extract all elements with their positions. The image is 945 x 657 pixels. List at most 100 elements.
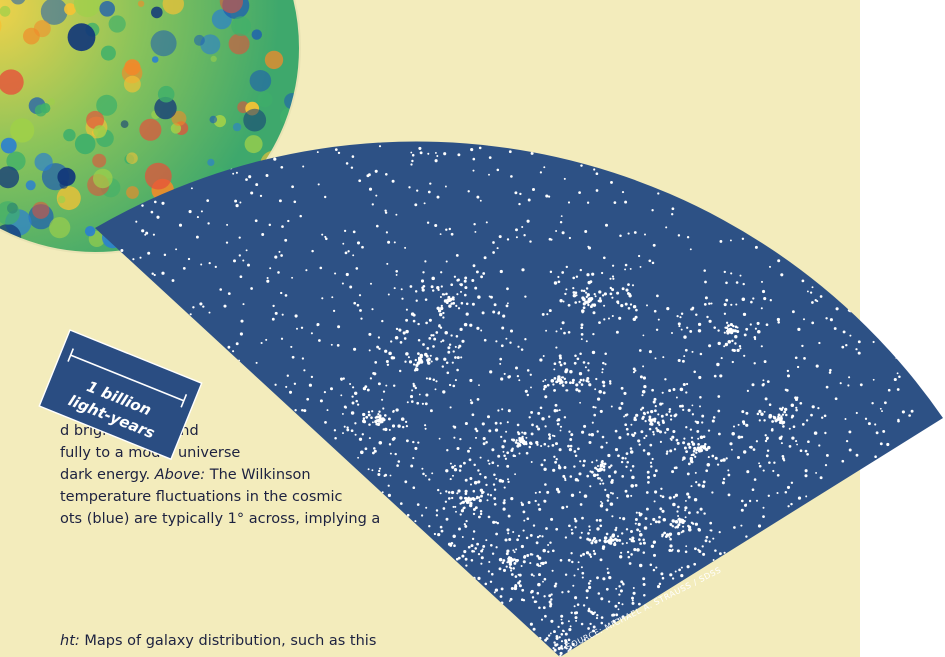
galaxy-point	[652, 540, 657, 544]
galaxy-point	[440, 304, 443, 308]
galaxy-point	[647, 481, 650, 484]
galaxy-point	[893, 130, 896, 133]
galaxy-point	[481, 311, 485, 315]
galaxy-point	[599, 524, 603, 528]
galaxy-point	[363, 63, 366, 66]
galaxy-point	[563, 177, 566, 180]
galaxy-point	[537, 411, 541, 415]
galaxy-point	[627, 232, 630, 235]
galaxy-point	[477, 480, 481, 484]
galaxy-point	[699, 396, 702, 399]
galaxy-point	[428, 318, 432, 322]
galaxy-point	[815, 471, 818, 474]
galaxy-point	[912, 296, 915, 299]
galaxy-point	[278, 199, 282, 203]
galaxy-point	[449, 462, 452, 465]
galaxy-point	[833, 172, 836, 175]
galaxy-point	[505, 565, 508, 568]
galaxy-point	[649, 461, 653, 464]
galaxy-point	[459, 496, 463, 500]
galaxy-point	[666, 31, 668, 33]
galaxy-point	[291, 276, 294, 279]
galaxy-point	[571, 560, 574, 564]
galaxy-point	[551, 434, 554, 437]
galaxy-point	[763, 410, 766, 413]
galaxy-point	[412, 363, 416, 366]
galaxy-point	[787, 130, 790, 133]
galaxy-point	[588, 538, 592, 542]
galaxy-point	[545, 527, 548, 530]
galaxy-point	[144, 233, 147, 236]
galaxy-point	[591, 461, 594, 464]
galaxy-point	[725, 457, 728, 460]
galaxy-point	[585, 551, 590, 555]
galaxy-point	[422, 271, 425, 274]
galaxy-point	[941, 351, 943, 354]
galaxy-point	[635, 161, 638, 164]
galaxy-point	[447, 299, 451, 302]
galaxy-point	[838, 167, 841, 171]
galaxy-point	[406, 401, 409, 404]
galaxy-point	[640, 408, 643, 411]
galaxy-point	[568, 628, 572, 632]
galaxy-point	[572, 584, 575, 587]
galaxy-point	[381, 398, 384, 401]
galaxy-point	[624, 302, 628, 306]
galaxy-point	[225, 241, 229, 244]
galaxy-point	[713, 326, 716, 329]
galaxy-point	[528, 416, 531, 419]
galaxy-point	[446, 371, 450, 375]
galaxy-point	[570, 493, 575, 497]
galaxy-point	[811, 286, 814, 289]
galaxy-point	[662, 421, 665, 424]
galaxy-point	[596, 576, 599, 580]
galaxy-point	[879, 407, 882, 410]
galaxy-point	[753, 362, 756, 365]
galaxy-point	[684, 48, 686, 50]
galaxy-point	[529, 533, 533, 537]
galaxy-point	[515, 236, 518, 239]
galaxy-point	[617, 151, 620, 154]
galaxy-point	[866, 262, 870, 265]
galaxy-point	[626, 460, 629, 464]
galaxy-point	[558, 46, 560, 48]
galaxy-point	[500, 344, 504, 348]
galaxy-point	[239, 275, 243, 279]
galaxy-point	[353, 347, 357, 351]
galaxy-point	[577, 447, 580, 451]
galaxy-point	[139, 256, 142, 259]
galaxy-point	[588, 433, 591, 436]
galaxy-point	[343, 425, 346, 428]
galaxy-point	[874, 455, 877, 458]
galaxy-point	[557, 139, 560, 142]
galaxy-point	[681, 359, 685, 363]
galaxy-point	[621, 532, 624, 535]
galaxy-point	[573, 450, 577, 453]
galaxy-point	[457, 153, 461, 157]
galaxy-point	[375, 224, 379, 228]
galaxy-point	[819, 295, 823, 298]
galaxy-point	[354, 422, 357, 425]
galaxy-point	[530, 461, 533, 463]
cmb-blob	[0, 5, 11, 17]
galaxy-point	[739, 274, 742, 277]
galaxy-point	[477, 55, 480, 58]
galaxy-point	[777, 321, 780, 324]
galaxy-point	[319, 266, 323, 270]
galaxy-point	[424, 402, 428, 406]
galaxy-point	[797, 327, 801, 331]
galaxy-point	[287, 219, 290, 223]
galaxy-point	[844, 418, 847, 420]
galaxy-point	[776, 155, 780, 159]
galaxy-point	[745, 503, 748, 506]
cmb-sphere-rim	[0, 0, 301, 254]
galaxy-point	[668, 389, 672, 393]
galaxy-point	[481, 422, 485, 426]
galaxy-point	[588, 56, 590, 58]
galaxy-point	[477, 576, 481, 580]
galaxy-point	[530, 105, 532, 107]
galaxy-point	[836, 271, 839, 274]
galaxy-point	[493, 502, 497, 506]
galaxy-point	[805, 243, 808, 246]
galaxy-point	[560, 618, 563, 621]
